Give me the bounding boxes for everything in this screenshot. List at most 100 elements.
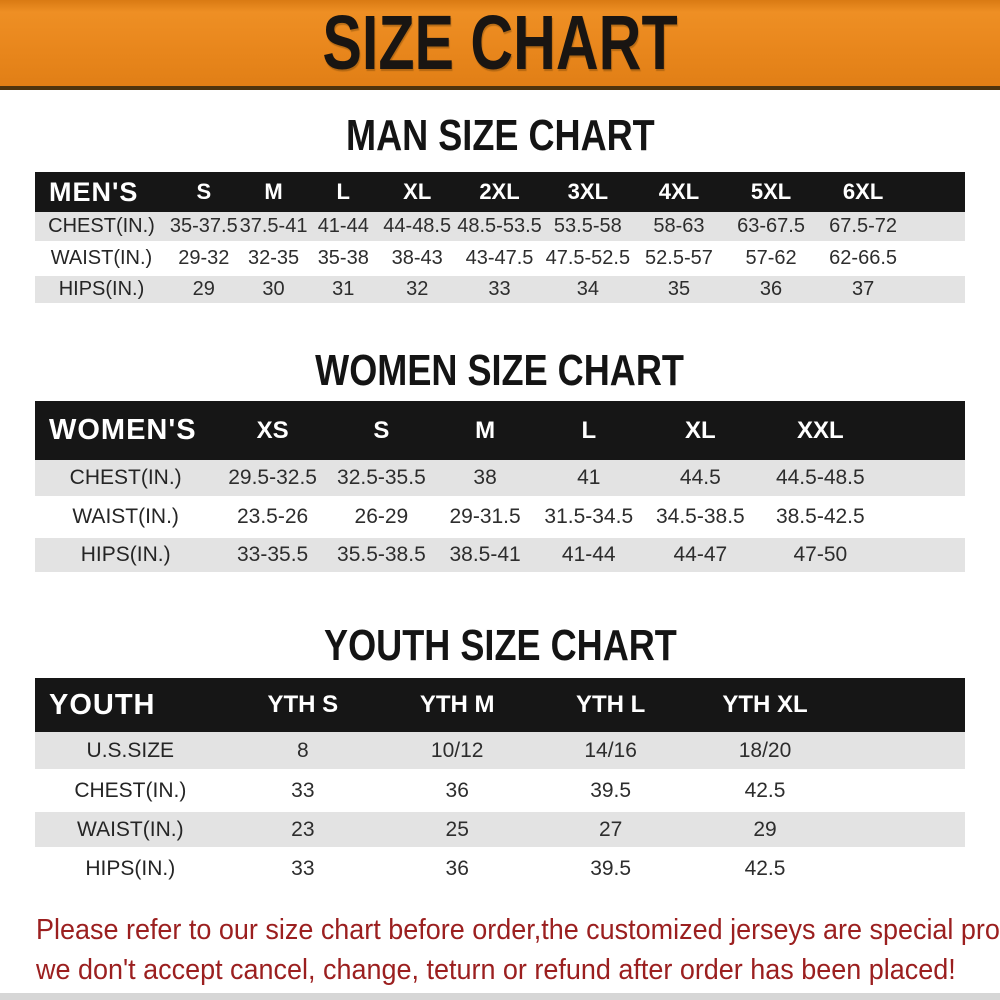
size-value-cell: 10/12 bbox=[380, 732, 535, 773]
size-value-cell: 26-29 bbox=[328, 498, 434, 538]
disclaimer: Please refer to our size chart before or… bbox=[0, 910, 1000, 990]
row-label: HIPS(IN.) bbox=[35, 274, 168, 307]
size-value-cell: 36 bbox=[380, 849, 535, 890]
size-value-cell: 47-50 bbox=[759, 536, 882, 576]
size-value-cell: 29 bbox=[167, 274, 240, 307]
column-header: S bbox=[167, 172, 240, 212]
row-spacer bbox=[843, 732, 965, 773]
size-value-cell: 33 bbox=[455, 274, 544, 307]
section-title-text: YOUTH SIZE CHART bbox=[323, 620, 677, 670]
page-title: SIZE CHART bbox=[322, 0, 678, 86]
size-value-cell: 67.5-72 bbox=[816, 212, 911, 245]
section-title: MAN SIZE CHART bbox=[35, 110, 965, 160]
column-header: YTH S bbox=[225, 678, 381, 732]
size-value-cell: 35-38 bbox=[307, 243, 380, 276]
table-row: WAIST(IN.) 23 25 27 29 bbox=[35, 810, 965, 851]
section-title: WOMEN SIZE CHART bbox=[35, 348, 965, 393]
table-header-label: MEN'S bbox=[35, 172, 168, 212]
banner: SIZE CHART bbox=[0, 0, 1000, 90]
row-label: HIPS(IN.) bbox=[35, 536, 217, 576]
bottom-strip bbox=[0, 993, 1000, 1000]
column-header: L bbox=[307, 172, 380, 212]
row-label: CHEST(IN.) bbox=[35, 771, 226, 812]
column-header: XXL bbox=[759, 401, 882, 460]
size-value-cell: 23 bbox=[225, 810, 381, 851]
size-value-cell: 8 bbox=[225, 732, 381, 773]
table-row: CHEST(IN.) 35-37.5 37.5-41 41-44 44-48.5 48.5… bbox=[35, 212, 965, 245]
column-header: M bbox=[239, 172, 308, 212]
size-value-cell: 62-66.5 bbox=[816, 243, 911, 276]
row-label: HIPS(IN.) bbox=[35, 849, 226, 890]
size-value-cell: 38.5-41 bbox=[433, 536, 537, 576]
size-value-cell: 29-32 bbox=[167, 243, 240, 276]
size-value-cell: 37 bbox=[816, 274, 911, 307]
size-value-cell: 41 bbox=[536, 460, 642, 500]
column-header: 2XL bbox=[455, 172, 544, 212]
table-row: WAIST(IN.) 23.5-26 26-29 29-31.5 31.5-34.5 34… bbox=[35, 498, 965, 538]
column-header: M bbox=[433, 401, 537, 460]
size-value-cell: 35.5-38.5 bbox=[328, 536, 434, 576]
disclaimer-line-2: we don't accept cancel, change, teturn o… bbox=[36, 954, 956, 986]
row-spacer bbox=[881, 498, 965, 538]
size-value-cell: 57-62 bbox=[725, 243, 817, 276]
column-header: YTH L bbox=[534, 678, 687, 732]
size-value-cell: 41-44 bbox=[536, 536, 642, 576]
section-title: YOUTH SIZE CHART bbox=[35, 620, 965, 670]
column-header: XL bbox=[641, 401, 760, 460]
size-value-cell: 38 bbox=[433, 460, 537, 500]
size-value-cell: 35-37.5 bbox=[167, 212, 240, 245]
size-value-cell: 33-35.5 bbox=[216, 536, 329, 576]
size-value-cell: 41-44 bbox=[307, 212, 380, 245]
column-header: 6XL bbox=[816, 172, 911, 212]
size-value-cell: 44.5-48.5 bbox=[759, 460, 882, 500]
row-spacer bbox=[843, 810, 965, 851]
size-value-cell: 32.5-35.5 bbox=[328, 460, 434, 500]
size-value-cell: 30 bbox=[239, 274, 308, 307]
size-value-cell: 38-43 bbox=[379, 243, 456, 276]
size-section: YOUTH SIZE CHART YOUTH YTH S YTH M YTH L YTH … bbox=[35, 620, 965, 890]
column-header: YTH XL bbox=[686, 678, 844, 732]
size-value-cell: 36 bbox=[380, 771, 535, 812]
size-value-cell: 35 bbox=[632, 274, 726, 307]
table-row: HIPS(IN.) 29 30 31 32 33 34 35 36 37 bbox=[35, 274, 965, 307]
size-value-cell: 29.5-32.5 bbox=[216, 460, 329, 500]
header-spacer bbox=[910, 172, 965, 212]
size-value-cell: 52.5-57 bbox=[632, 243, 726, 276]
size-value-cell: 31.5-34.5 bbox=[536, 498, 642, 538]
row-label: CHEST(IN.) bbox=[35, 460, 217, 500]
size-value-cell: 14/16 bbox=[534, 732, 687, 773]
size-value-cell: 44-48.5 bbox=[379, 212, 456, 245]
size-value-cell: 53.5-58 bbox=[543, 212, 633, 245]
table-header-label: YOUTH bbox=[35, 678, 226, 732]
size-value-cell: 36 bbox=[725, 274, 817, 307]
size-value-cell: 63-67.5 bbox=[725, 212, 817, 245]
column-header: 5XL bbox=[725, 172, 817, 212]
size-value-cell: 29 bbox=[686, 810, 844, 851]
column-header: L bbox=[536, 401, 642, 460]
row-label: WAIST(IN.) bbox=[35, 498, 217, 538]
table-header-label: WOMEN'S bbox=[35, 401, 217, 460]
column-header: S bbox=[328, 401, 434, 460]
section-title-text: MAN SIZE CHART bbox=[345, 110, 655, 160]
size-value-cell: 38.5-42.5 bbox=[759, 498, 882, 538]
size-value-cell: 23.5-26 bbox=[216, 498, 329, 538]
disclaimer-line-1: Please refer to our size chart before or… bbox=[36, 914, 1000, 946]
size-value-cell: 32 bbox=[379, 274, 456, 307]
size-value-cell: 42.5 bbox=[686, 849, 844, 890]
size-table: MEN'S S M L XL 2XL 3XL 4XL 5XL 6XL CHEST(IN.) 35-37… bbox=[35, 172, 965, 307]
table-row: WAIST(IN.) 29-32 32-35 35-38 38-43 43-47.5 47.… bbox=[35, 243, 965, 276]
header-spacer bbox=[843, 678, 965, 732]
size-value-cell: 47.5-52.5 bbox=[543, 243, 633, 276]
row-label: U.S.SIZE bbox=[35, 732, 226, 773]
row-spacer bbox=[843, 849, 965, 890]
size-value-cell: 39.5 bbox=[534, 771, 687, 812]
row-spacer bbox=[881, 536, 965, 576]
table-row: CHEST(IN.) 33 36 39.5 42.5 bbox=[35, 771, 965, 812]
table-row: HIPS(IN.) 33 36 39.5 42.5 bbox=[35, 849, 965, 890]
size-value-cell: 33 bbox=[225, 849, 381, 890]
size-value-cell: 42.5 bbox=[686, 771, 844, 812]
size-table: WOMEN'S XS S M L XL XXL CHEST(IN.) 29.5-32.5 32.5… bbox=[35, 401, 965, 576]
row-label: CHEST(IN.) bbox=[35, 212, 168, 245]
size-value-cell: 43-47.5 bbox=[455, 243, 544, 276]
